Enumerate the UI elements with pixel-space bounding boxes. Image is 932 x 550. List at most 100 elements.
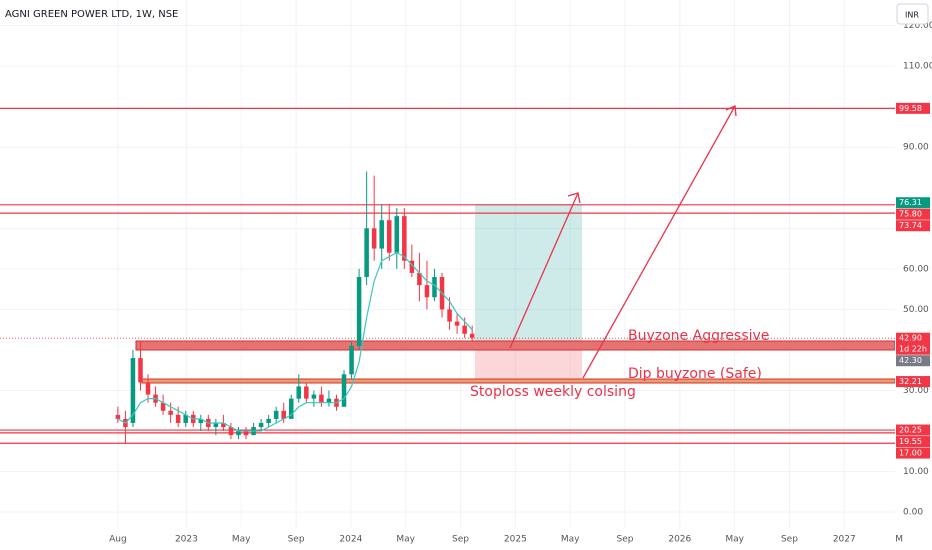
- x-tick-label: Sep: [452, 535, 469, 545]
- candle-body: [386, 220, 392, 253]
- candle-body: [319, 394, 324, 403]
- candle-body: [296, 386, 302, 399]
- candle-body: [266, 418, 271, 423]
- buyzone-aggressive: [135, 340, 896, 351]
- candle-body: [356, 276, 362, 346]
- candle-body: [130, 358, 136, 423]
- x-tick-label: Aug: [109, 535, 127, 545]
- price-label: 17.00: [899, 449, 922, 458]
- price-label: 19.55: [899, 437, 922, 446]
- x-tick-label: 2024: [339, 535, 362, 545]
- x-tick-label: Sep: [781, 535, 798, 545]
- candle-body: [304, 386, 309, 399]
- price-label: 20.25: [899, 426, 922, 435]
- candle-body: [349, 345, 354, 375]
- countdown: 1d 22h: [899, 345, 927, 354]
- candle-body: [364, 228, 369, 277]
- y-tick-label: 120.00: [903, 21, 932, 31]
- annotation: Buyzone Aggressive: [628, 328, 769, 344]
- price-label-bg: [896, 332, 930, 355]
- price-label-bg: [896, 197, 930, 209]
- currency-box[interactable]: [896, 3, 929, 25]
- candle-body: [424, 285, 430, 298]
- price-label: 42.90: [899, 334, 922, 343]
- candle-body: [409, 260, 415, 273]
- x-tick-label: 2025: [504, 535, 527, 545]
- time-axis: [0, 528, 932, 550]
- x-tick-label: Sep: [617, 535, 634, 545]
- candle-body: [236, 431, 241, 436]
- price-label: 32.21: [899, 377, 922, 386]
- candle-body: [175, 414, 181, 423]
- annotation: Stoploss weekly colsing: [470, 384, 636, 400]
- price-label-bg: [896, 376, 930, 388]
- x-tick-label: M: [895, 535, 903, 545]
- y-tick-label: 60.00: [903, 264, 929, 274]
- candle-body: [371, 228, 377, 249]
- candle-body: [168, 410, 173, 415]
- currency: INR: [905, 11, 919, 20]
- candle-body: [462, 325, 467, 334]
- price-label-bg: [896, 208, 930, 220]
- x-tick-label: Sep: [288, 535, 305, 545]
- price-label: 73.74: [899, 221, 922, 230]
- candle-body: [417, 272, 422, 286]
- arrow-head: [725, 105, 737, 117]
- price-label-bg: [896, 355, 930, 367]
- arrow: [582, 105, 736, 379]
- price-lines: [0, 107, 895, 444]
- candle-body: [258, 422, 264, 428]
- price-label-bg: [896, 220, 930, 232]
- candle-body: [311, 394, 317, 399]
- x-tick-label: May: [396, 535, 415, 545]
- candles: [115, 171, 475, 444]
- annotation: Dip buyzone (Safe): [628, 366, 762, 382]
- candle-body: [281, 410, 286, 419]
- y-tick-label: 10.00: [903, 467, 929, 477]
- axes: 0.0010.0030.0050.0060.0070.0090.00110.00…: [109, 21, 932, 544]
- candle-body: [379, 220, 384, 249]
- arrow: [509, 192, 579, 349]
- candle-body: [273, 410, 279, 419]
- target-zone: [475, 204, 582, 340]
- y-tick-label: 110.00: [903, 62, 932, 72]
- candle-body: [145, 382, 151, 395]
- price-label: 75.80: [899, 210, 922, 219]
- candle-body: [402, 216, 407, 261]
- price-label-bg: [896, 436, 930, 448]
- price-label: 76.31: [899, 198, 922, 207]
- candle-body: [394, 216, 400, 253]
- candle-body: [432, 276, 437, 298]
- grid: [0, 0, 900, 528]
- candle-body: [183, 414, 188, 423]
- candle-body: [160, 402, 166, 411]
- candle-body: [243, 431, 249, 436]
- candle-body: [198, 418, 204, 423]
- candle-body: [288, 398, 294, 419]
- candle-body: [454, 321, 460, 326]
- candle-body: [341, 374, 347, 407]
- price-label-bg: [896, 102, 930, 114]
- candle-body: [115, 414, 121, 419]
- arrow-head: [567, 192, 581, 204]
- buyzone-safe: [141, 378, 896, 384]
- y-tick-label: 30.00: [903, 386, 929, 396]
- y-tick-label: 0.00: [903, 508, 923, 518]
- x-tick-label: 2026: [668, 535, 691, 545]
- candle-body: [447, 309, 452, 322]
- candle-body: [326, 398, 332, 403]
- candle-body: [221, 422, 226, 428]
- x-tick-label: May: [232, 535, 251, 545]
- chart-title: AGNI GREEN POWER LTD, 1W, NSE: [5, 9, 178, 20]
- candle-body: [138, 358, 143, 383]
- price-label: 42.30: [899, 356, 922, 365]
- x-tick-label: May: [561, 535, 580, 545]
- price-label: 99.58: [899, 104, 922, 113]
- candle-body: [228, 427, 234, 436]
- y-tick-label: 90.00: [903, 143, 929, 153]
- moving-average: [117, 251, 473, 432]
- candle-body: [213, 422, 219, 428]
